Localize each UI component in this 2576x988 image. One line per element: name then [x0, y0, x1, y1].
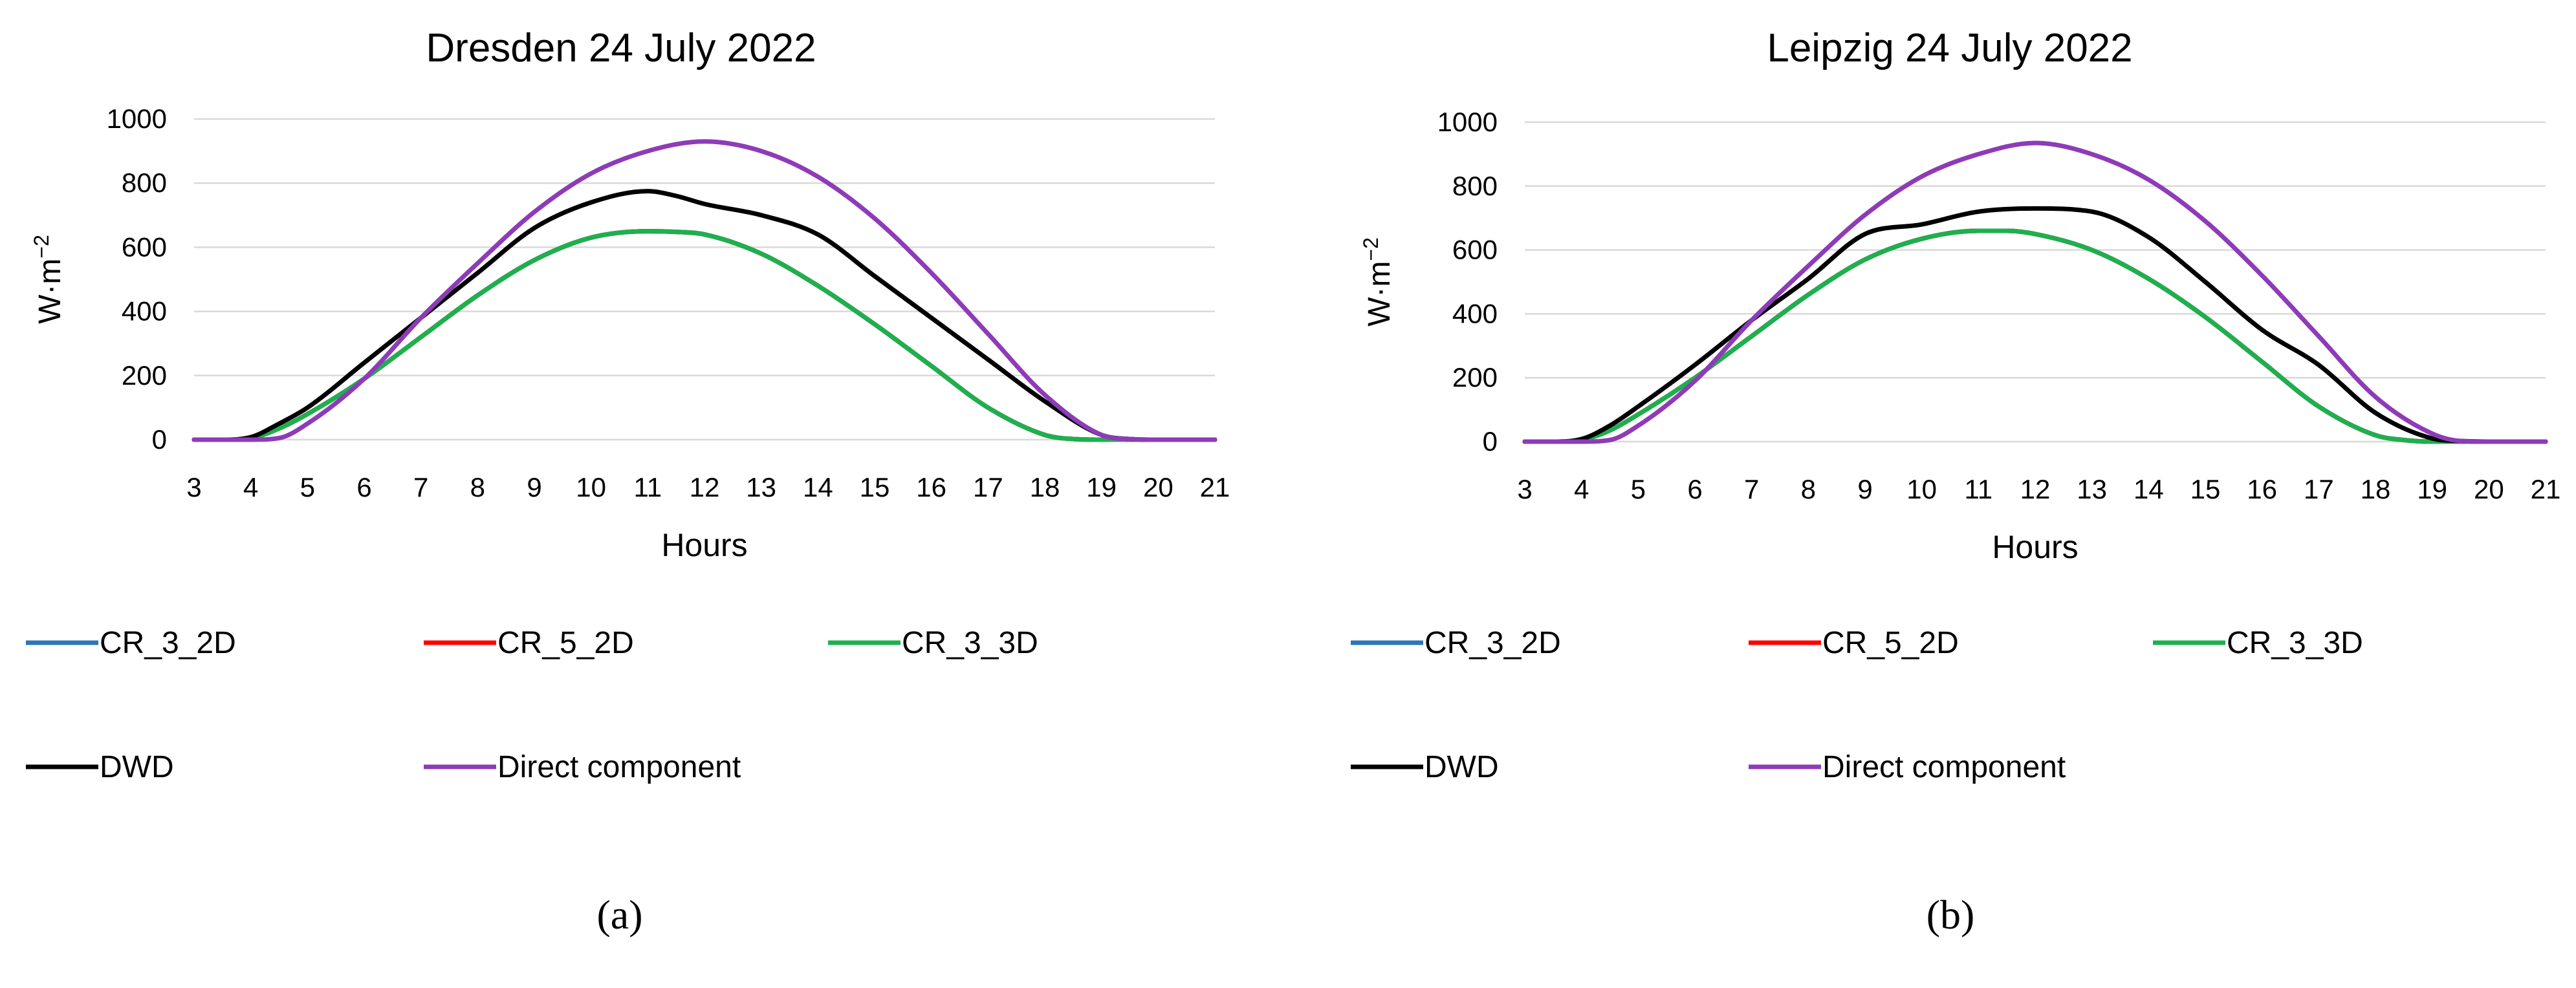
x-tick-label: 19: [1086, 472, 1117, 502]
y-tick-label: 0: [152, 424, 167, 455]
chart-title: Leipzig 24 July 2022: [1767, 26, 2132, 70]
x-tick-label: 4: [1574, 474, 1589, 504]
x-tick-label: 16: [916, 472, 946, 502]
series-line-dwd: [1522, 206, 2548, 444]
x-tick-label: 14: [2134, 474, 2164, 504]
x-axis-label: Hours: [661, 527, 747, 563]
y-tick-label: 400: [1452, 298, 1498, 328]
x-tick-label: 13: [2077, 474, 2107, 504]
legend-label-dwd: DWD: [100, 750, 174, 784]
x-tick-label: 12: [2020, 474, 2051, 504]
legend-label-direct-component: Direct component: [497, 750, 741, 784]
x-tick-label: 21: [1200, 472, 1230, 502]
x-tick-label: 5: [1631, 474, 1646, 504]
x-tick-label: 17: [973, 472, 1003, 502]
x-tick-label: 5: [300, 472, 315, 502]
chart-title: Dresden 24 July 2022: [426, 26, 816, 70]
series-line-direct-component: [1522, 140, 2548, 444]
legend-label-cr-5-2d: CR_5_2D: [497, 626, 634, 660]
chart-panel-dresden: Dresden 24 July 2022 0 200 400 600 800 1000 3 4 5…: [26, 26, 1230, 784]
x-tick-label: 3: [186, 472, 201, 502]
y-tick-label: 1000: [107, 103, 167, 134]
x-tick-label: 6: [1687, 474, 1702, 504]
series-line-dwd: [191, 189, 1217, 442]
x-tick-label: 10: [1906, 474, 1937, 504]
x-tick-label: 17: [2304, 474, 2334, 504]
series-line-cr-3-3d: [191, 229, 1217, 442]
x-tick-label: 4: [243, 472, 258, 502]
y-tick-label: 0: [1483, 426, 1498, 456]
x-tick-label: 15: [2190, 474, 2221, 504]
y-tick-label: 400: [122, 296, 167, 327]
x-tick-label: 18: [1030, 472, 1060, 502]
x-tick-label: 14: [803, 472, 833, 502]
x-tick-label: 7: [1744, 474, 1759, 504]
y-axis-label: W·m−2: [1359, 237, 1397, 327]
x-tick-label: 8: [470, 472, 485, 502]
x-tick-label: 21: [2531, 474, 2561, 504]
y-tick-label: 800: [1452, 171, 1498, 201]
series-line-cr-3-3d: [1522, 228, 2548, 444]
x-tick-label: 11: [1965, 474, 1993, 504]
x-tick-label: 6: [356, 472, 371, 502]
series-line-direct-component: [191, 139, 1217, 442]
x-tick-label: 20: [2474, 474, 2504, 504]
legend-label-direct-component: Direct component: [1822, 750, 2066, 784]
y-axis-label: W·m−2: [30, 235, 67, 324]
x-tick-label: 11: [634, 472, 662, 502]
legend-label-cr-3-3d: CR_3_3D: [2227, 626, 2363, 660]
legend-label-cr-5-2d: CR_5_2D: [1822, 626, 1959, 660]
legend-label-cr-3-2d: CR_3_2D: [1424, 626, 1561, 660]
x-tick-label: 20: [1143, 472, 1173, 502]
y-tick-label: 200: [1452, 362, 1498, 392]
y-tick-label: 800: [122, 167, 167, 198]
caption-b: (b): [1927, 892, 1975, 938]
y-tick-label: 600: [1452, 235, 1498, 265]
x-tick-label: 13: [746, 472, 776, 502]
x-tick-label: 18: [2361, 474, 2391, 504]
x-axis-label: Hours: [1992, 529, 2078, 565]
legend-label-cr-3-3d: CR_3_3D: [902, 626, 1038, 660]
x-tick-label: 7: [413, 472, 428, 502]
y-axis-label-exponent: −2: [1359, 237, 1382, 261]
y-tick-label: 1000: [1437, 107, 1498, 137]
caption-a: (a): [596, 892, 642, 938]
x-tick-label: 15: [860, 472, 890, 502]
legend-label-cr-3-2d: CR_3_2D: [100, 626, 236, 660]
legend-label-dwd: DWD: [1424, 750, 1499, 784]
x-tick-label: 8: [1801, 474, 1816, 504]
x-tick-label: 12: [690, 472, 720, 502]
x-tick-label: 9: [1857, 474, 1872, 504]
x-tick-label: 16: [2247, 474, 2277, 504]
y-tick-label: 600: [122, 231, 167, 262]
x-tick-label: 19: [2417, 474, 2447, 504]
x-tick-label: 10: [576, 472, 606, 502]
x-tick-label: 9: [527, 472, 541, 502]
y-tick-label: 200: [122, 360, 167, 391]
chart-panel-leipzig: Leipzig 24 July 2022 0 200 400 600 800 1000 3 4 5…: [1351, 26, 2560, 784]
x-tick-label: 3: [1517, 474, 1532, 504]
y-axis-label-exponent: −2: [30, 235, 53, 258]
